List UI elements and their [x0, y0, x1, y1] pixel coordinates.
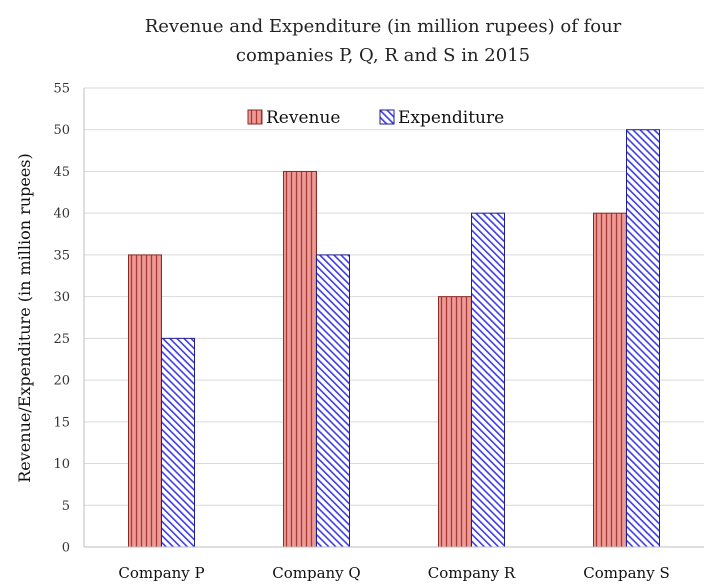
legend-swatch-expenditure [379, 109, 395, 125]
y-tick-label: 15 [53, 415, 70, 430]
y-axis-label: Revenue/Expenditure (in million rupees) [15, 153, 34, 483]
x-category-label: Company S [583, 564, 669, 582]
bar-expenditure-company-s [626, 129, 660, 548]
bar-revenue-company-s [593, 212, 627, 548]
bar-revenue-company-r [438, 296, 472, 548]
y-tick-label: 25 [53, 332, 70, 347]
legend-swatch-revenue [247, 109, 263, 125]
bar-revenue-company-p [128, 254, 162, 548]
y-tick-label: 0 [62, 541, 70, 556]
bar-expenditure-company-r [471, 212, 505, 548]
legend-label-revenue: Revenue [266, 108, 340, 128]
bar-revenue-company-q [283, 170, 317, 548]
y-tick-label: 10 [53, 457, 70, 472]
y-tick-label: 40 [53, 207, 70, 222]
legend: Revenue Expenditure [247, 108, 504, 128]
y-tick-label: 45 [53, 165, 70, 180]
chart-title-line-2: companies P, Q, R and S in 2015 [236, 45, 530, 66]
x-category-label: Company P [118, 564, 204, 582]
legend-label-expenditure: Expenditure [398, 108, 504, 128]
y-tick-label: 20 [53, 374, 70, 389]
y-tick-label: 35 [53, 248, 70, 263]
bars [128, 129, 660, 548]
y-tick-label: 55 [53, 82, 70, 97]
chart-title-line-1: Revenue and Expenditure (in million rupe… [145, 16, 622, 37]
y-tick-label: 30 [53, 290, 70, 305]
y-tick-label: 50 [53, 123, 70, 138]
y-tick-label: 5 [62, 499, 70, 514]
y-axis-ticks: 0 5 10 15 20 25 30 35 40 45 50 55 [53, 82, 70, 556]
x-axis-categories: Company P Company Q Company R Company S [118, 564, 669, 582]
bar-expenditure-company-q [316, 254, 350, 548]
bar-expenditure-company-p [161, 337, 195, 548]
x-category-label: Company Q [272, 564, 360, 582]
x-category-label: Company R [428, 564, 516, 582]
